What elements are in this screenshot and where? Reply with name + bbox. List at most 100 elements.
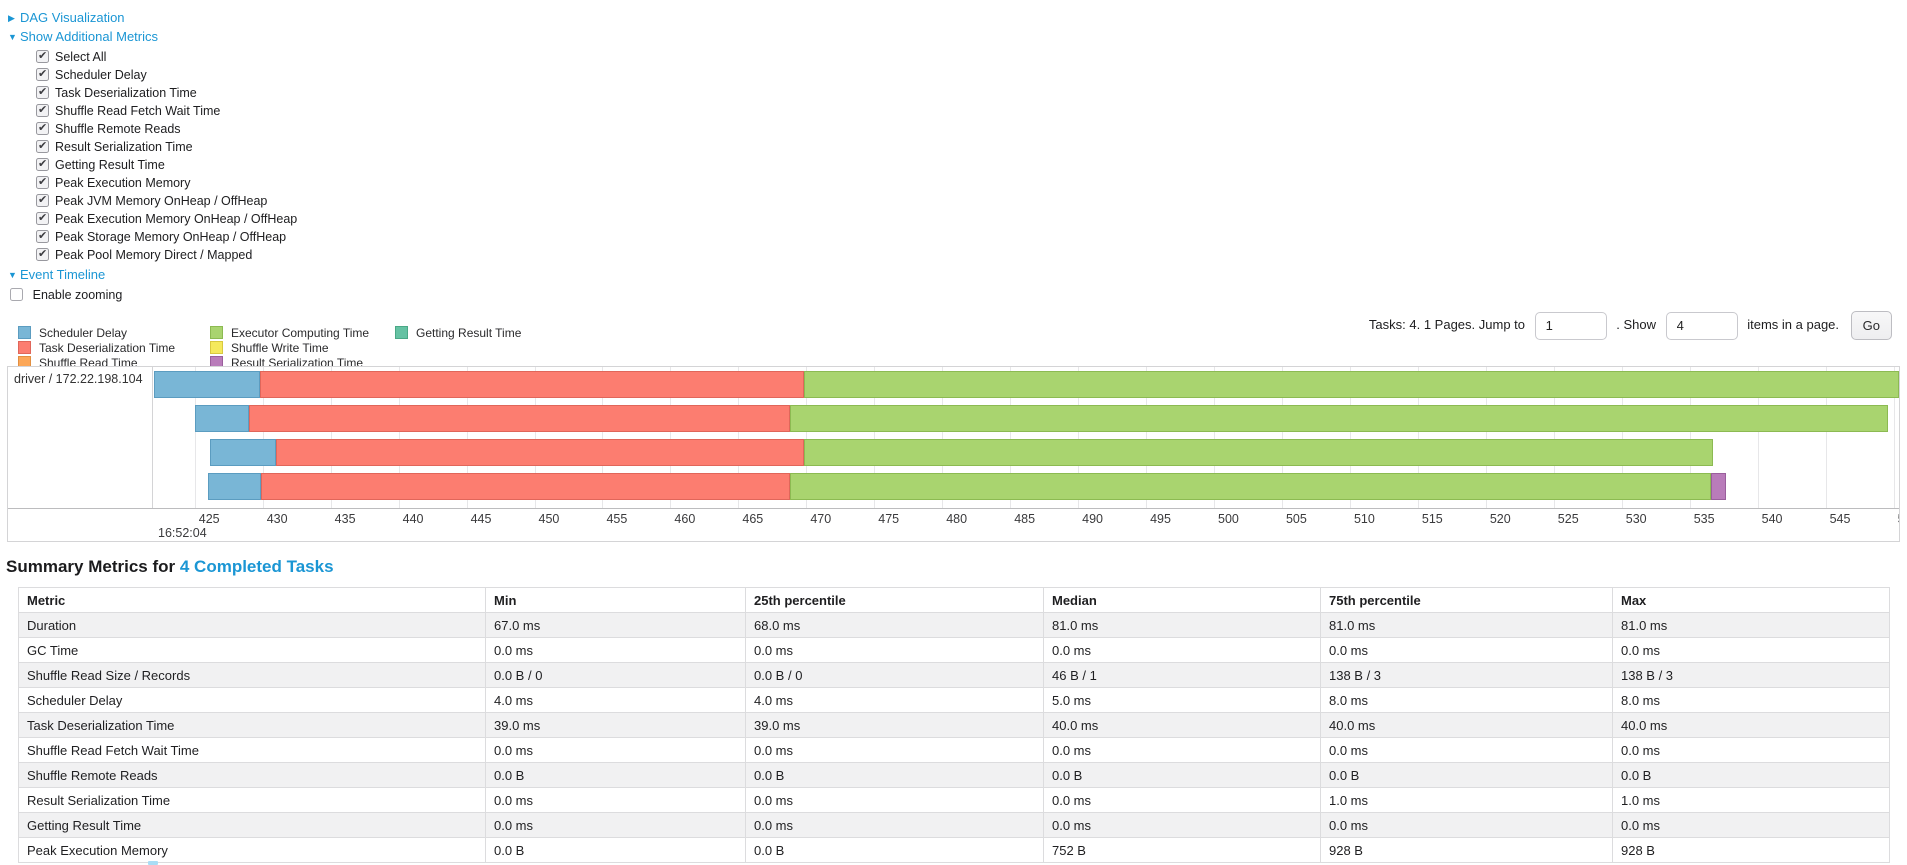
- table-row-shuffle-remote-reads: Shuffle Remote Reads 0.0 B 0.0 B 0.0 B 0.0 B…: [18, 762, 1890, 788]
- timeline-gridline: [1146, 367, 1148, 508]
- legend-label: Shuffle Write Time: [231, 341, 329, 355]
- expanded-arrow-icon: ▼: [8, 32, 17, 42]
- timeline-gridline: [262, 367, 264, 508]
- dag-visualization-link[interactable]: DAG Visualization: [20, 10, 125, 25]
- axis-tick-label: 495: [1150, 512, 1171, 526]
- metric-checkbox-label: Peak Storage Memory OnHeap / OffHeap: [55, 230, 287, 244]
- task-segment-task-deserialization[interactable]: [261, 473, 791, 500]
- page-size-input[interactable]: [1665, 311, 1738, 340]
- task-segment-scheduler-delay[interactable]: [154, 371, 260, 398]
- timeline-gridline: [1078, 367, 1080, 508]
- task-segment-executor-computing[interactable]: [803, 439, 1713, 466]
- task-segment-task-deserialization[interactable]: [249, 405, 791, 432]
- metric-name-cell: Task Deserialization Time: [18, 712, 486, 738]
- axis-tick-label: 475: [878, 512, 900, 526]
- axis-base-time-label: 16:52:04: [158, 526, 207, 540]
- timeline-task-row: [154, 405, 1899, 432]
- event-timeline-toggle[interactable]: ▼ Event Timeline: [8, 267, 1907, 282]
- task-segment-task-deserialization[interactable]: [260, 371, 804, 398]
- metric-checkbox-peak-execution-memory[interactable]: [36, 175, 49, 189]
- metric-value-cell: 0.0 ms: [1320, 637, 1613, 663]
- metric-value-cell: 752 B: [1043, 837, 1321, 863]
- axis-tick-label: 530: [1625, 512, 1647, 526]
- metric-value-cell: 0.0 ms: [1612, 737, 1890, 763]
- axis-tick-label: 465: [742, 512, 764, 526]
- axis-tick-label: 525: [1557, 512, 1579, 526]
- timeline-gridline: [330, 367, 332, 508]
- metric-item: Peak JVM Memory OnHeap / OffHeap: [36, 192, 1907, 210]
- metric-checkbox-getting-result-time[interactable]: [36, 157, 49, 171]
- metric-checkbox-peak-execution-memory-onheap-offheap[interactable]: [36, 211, 49, 225]
- axis-tick-label: 500: [1218, 512, 1239, 526]
- task-segment-scheduler-delay[interactable]: [209, 439, 277, 466]
- metric-checkbox-peak-jvm-memory-onheap-offheap[interactable]: [36, 193, 49, 207]
- legend-entry-getting-result-time: Getting Result Time: [395, 326, 521, 340]
- event-timeline-link[interactable]: Event Timeline: [20, 267, 106, 282]
- timeline-gridline: [874, 367, 876, 508]
- metric-value-cell: 138 B / 3: [1320, 662, 1613, 688]
- metric-checkbox-shuffle-remote-reads[interactable]: [36, 121, 49, 135]
- metric-checkbox-peak-pool-memory-direct-mapped[interactable]: [36, 247, 49, 261]
- axis-tick-label: 550: [1898, 512, 1899, 526]
- axis-tick-label: 440: [402, 512, 424, 526]
- timeline-gridline: [1553, 367, 1555, 508]
- pagination-text: items in a page.: [1747, 317, 1840, 332]
- metric-checkbox-task-deserialization-time[interactable]: [36, 85, 49, 99]
- metric-value-cell: 0.0 B / 0: [745, 662, 1044, 688]
- table-row-result-serialization-time: Result Serialization Time 0.0 ms 0.0 ms 0.0…: [18, 787, 1890, 813]
- show-additional-metrics-link[interactable]: Show Additional Metrics: [20, 29, 159, 44]
- legend-entry-executor-computing-time: Executor Computing Time: [210, 326, 369, 340]
- summary-column-header-75th-percentile: 75th percentile: [1320, 587, 1613, 613]
- task-segment-executor-computing[interactable]: [790, 405, 1889, 432]
- metric-item: Peak Execution Memory: [36, 174, 1907, 192]
- table-row-peak-execution-memory: Peak Execution Memory 0.0 B 0.0 B 752 B 928 …: [18, 837, 1890, 863]
- dag-visualization-toggle[interactable]: ▶ DAG Visualization: [8, 10, 1907, 25]
- metric-checkbox-label: Select All: [55, 50, 107, 64]
- metric-value-cell: 40.0 ms: [1320, 712, 1613, 738]
- task-segment-executor-computing[interactable]: [803, 371, 1899, 398]
- metric-value-cell: 0.0 ms: [1043, 637, 1321, 663]
- pagination-text: Tasks: 4. 1 Pages. Jump to: [1368, 317, 1525, 332]
- timeline-gridline: [398, 367, 400, 508]
- completed-tasks-link[interactable]: 4 Completed Tasks: [179, 557, 334, 576]
- timeline-axis-ticks: 16:52:04 425 430 435 440 445 450 455 460 465 470 4…: [154, 509, 1899, 541]
- metric-name-cell: Shuffle Read Size / Records: [18, 662, 486, 688]
- table-row-gc-time: GC Time 0.0 ms 0.0 ms 0.0 ms 0.0 ms 0.0 ms: [18, 637, 1890, 663]
- axis-tick-label: 515: [1421, 512, 1443, 526]
- task-segment-scheduler-delay[interactable]: [208, 473, 262, 500]
- table-row-shuffle-read-size-records: Shuffle Read Size / Records 0.0 B / 0 0.0 …: [18, 662, 1890, 688]
- enable-zooming-row: Enable zooming: [10, 286, 1907, 304]
- metric-value-cell: 0.0 ms: [1043, 812, 1321, 838]
- task-segment-result-serialization[interactable]: [1711, 473, 1727, 500]
- task-segment-scheduler-delay[interactable]: [194, 405, 250, 432]
- metric-checkbox-select-all[interactable]: [36, 49, 49, 63]
- metric-checkbox-label: Task Deserialization Time: [55, 86, 197, 100]
- legend-entry-scheduler-delay: Scheduler Delay: [18, 326, 175, 340]
- task-segment-executor-computing[interactable]: [790, 473, 1712, 500]
- metric-value-cell: 40.0 ms: [1612, 712, 1890, 738]
- show-additional-metrics-toggle[interactable]: ▼ Show Additional Metrics: [8, 29, 1907, 44]
- metric-value-cell: 8.0 ms: [1612, 687, 1890, 713]
- jump-to-page-input[interactable]: [1534, 311, 1607, 340]
- summary-metrics-table: Metric Min 25th percentile Median 75th perce…: [18, 587, 1890, 863]
- metric-checkbox-result-serialization-time[interactable]: [36, 139, 49, 153]
- metric-checkbox-scheduler-delay[interactable]: [36, 67, 49, 81]
- summary-table-header: Metric Min 25th percentile Median 75th perce…: [18, 587, 1890, 613]
- go-button[interactable]: Go: [1850, 311, 1892, 341]
- legend-label: Task Deserialization Time: [39, 341, 176, 355]
- metric-value-cell: 138 B / 3: [1612, 662, 1890, 688]
- metric-item: Select All: [36, 48, 1907, 66]
- metric-item: Peak Pool Memory Direct / Mapped: [36, 246, 1907, 264]
- metric-item: Scheduler Delay: [36, 66, 1907, 84]
- timeline-gridline: [1349, 367, 1351, 508]
- metric-checkbox-peak-storage-memory-onheap-offheap[interactable]: [36, 229, 49, 243]
- scheduler-delay-swatch-icon: [18, 326, 31, 339]
- metric-checkbox-shuffle-read-fetch-wait-time[interactable]: [36, 103, 49, 117]
- enable-zooming-checkbox[interactable]: [10, 288, 23, 301]
- summary-column-header-metric: Metric: [18, 587, 486, 613]
- timeline-task-row: [154, 371, 1899, 398]
- expanded-arrow-icon: ▼: [8, 270, 17, 280]
- collapsed-arrow-icon: ▶: [8, 13, 15, 23]
- legend-entry-shuffle-write-time: Shuffle Write Time: [210, 341, 369, 355]
- task-segment-task-deserialization[interactable]: [276, 439, 804, 466]
